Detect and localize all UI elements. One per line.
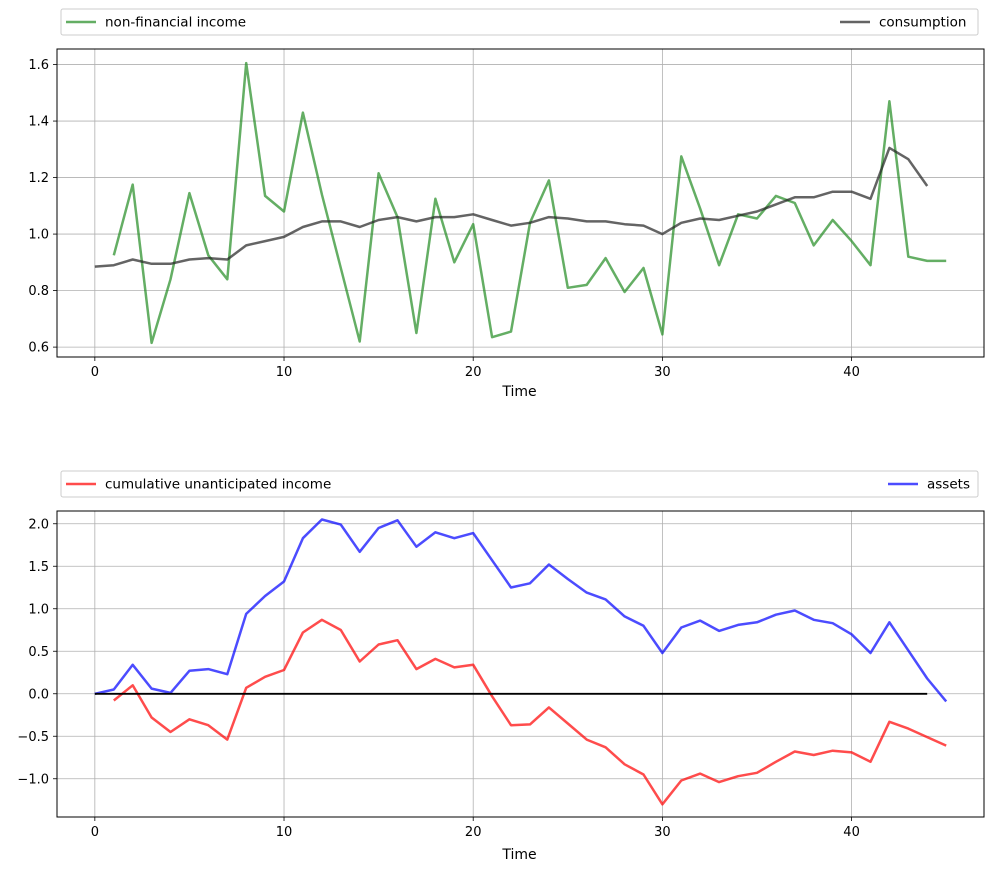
y-tick-label: 1.4 xyxy=(28,115,49,130)
legend-label-assets: assets xyxy=(927,477,970,493)
y-tick-label: 1.0 xyxy=(28,602,49,617)
x-axis-label-bottom: Time xyxy=(501,847,536,863)
y-tick-label: 1.5 xyxy=(28,560,49,575)
y-tick-label: 0.8 xyxy=(28,284,49,299)
series-line-cumulative-unanticipated-income xyxy=(113,618,947,806)
x-tick-label: 40 xyxy=(843,825,860,840)
series-line-consumption xyxy=(94,146,929,268)
legend-label-cumulative-unanticipated-income: cumulative unanticipated income xyxy=(105,477,331,493)
legend-bottom: cumulative unanticipated income assets xyxy=(60,470,979,498)
y-tick-label: 2.0 xyxy=(28,517,49,532)
series-group-top xyxy=(94,61,947,345)
y-tick-label: −1.0 xyxy=(17,772,49,787)
series-line-non-financial-income xyxy=(112,61,947,345)
legend-top: non-financial income consumption xyxy=(60,8,979,36)
x-tick-label: 30 xyxy=(654,365,671,380)
y-tick-label: 0.6 xyxy=(28,341,49,356)
legend-label-consumption: consumption xyxy=(879,15,966,31)
grid-bottom xyxy=(57,511,984,817)
y-tick-label: 1.6 xyxy=(28,58,49,73)
x-tick-label: 40 xyxy=(843,365,860,380)
series-group-bottom xyxy=(94,518,948,806)
x-axis-label-top: Time xyxy=(501,384,536,400)
y-tick-label: 0.0 xyxy=(28,687,49,702)
x-tick-label: 0 xyxy=(91,365,99,380)
grid-top xyxy=(57,49,984,357)
x-tick-label: 10 xyxy=(276,825,293,840)
y-tick-label: 1.2 xyxy=(28,171,49,186)
y-tick-label: 1.0 xyxy=(28,228,49,243)
series-line-assets xyxy=(94,518,948,703)
legend-box-top xyxy=(60,8,979,36)
legend-box-bottom xyxy=(60,470,979,498)
ticks-bottom: 0 10 20 30 40 −1.0 −0.5 0.0 0.5 1.0 1.5 2.0 xyxy=(17,517,859,840)
x-tick-label: 30 xyxy=(654,825,671,840)
ticks-top: 0 10 20 30 40 0.6 0.8 1.0 1.2 1.4 1.6 xyxy=(28,58,860,380)
chart-panel-top: 0 10 20 30 40 0.6 0.8 1.0 1.2 1.4 1.6 Time non-fin… xyxy=(28,8,985,400)
x-tick-label: 20 xyxy=(465,365,482,380)
y-tick-label: −0.5 xyxy=(17,730,49,745)
x-tick-label: 10 xyxy=(276,365,293,380)
plot-frame-top xyxy=(56,48,985,358)
x-tick-label: 0 xyxy=(91,825,99,840)
legend-label-non-financial-income: non-financial income xyxy=(105,15,246,31)
plot-frame-bottom xyxy=(56,510,985,818)
x-tick-label: 20 xyxy=(465,825,482,840)
chart-panel-bottom: 0 10 20 30 40 −1.0 −0.5 0.0 0.5 1.0 1.5 2.0 Time cu… xyxy=(17,470,985,863)
y-tick-label: 0.5 xyxy=(28,645,49,660)
